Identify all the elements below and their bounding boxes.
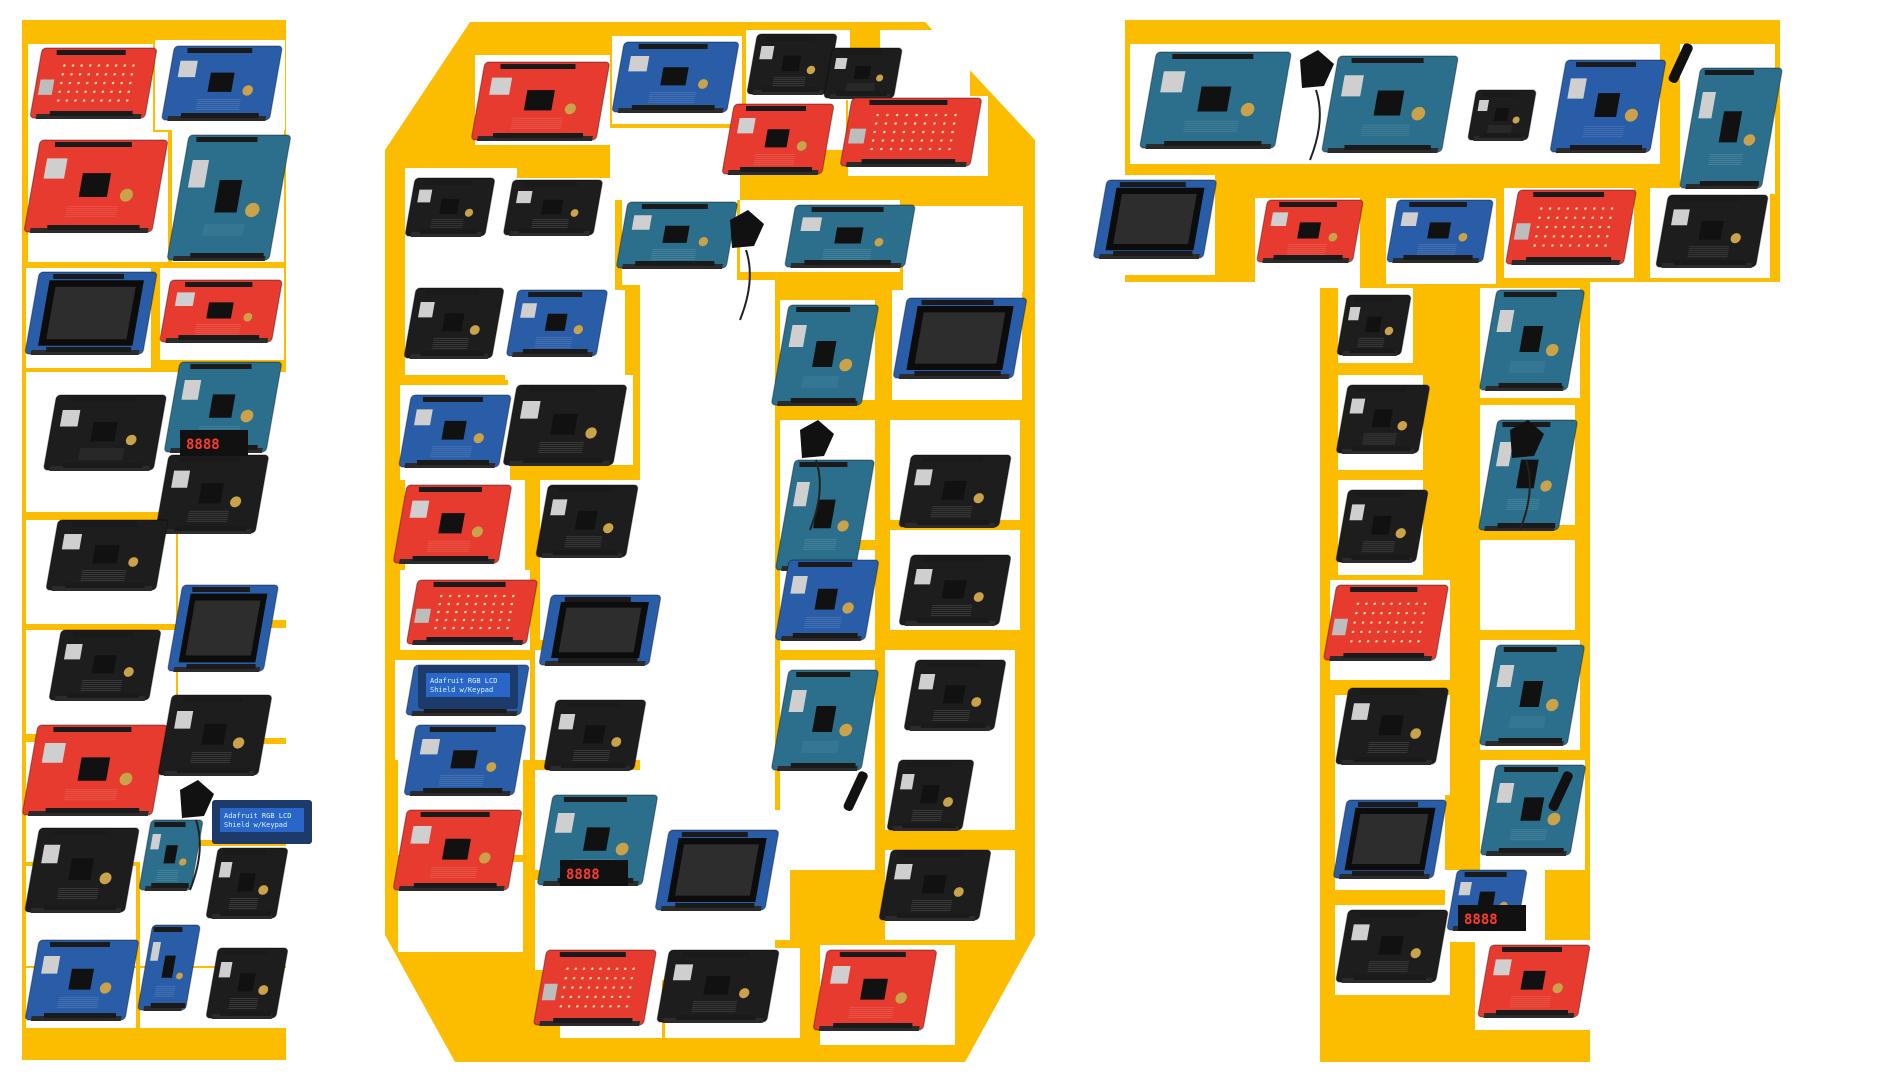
board-red bbox=[471, 61, 610, 141]
board-lcd bbox=[892, 297, 1028, 379]
board-black bbox=[1335, 687, 1449, 765]
board-proto-red bbox=[29, 47, 158, 119]
seven-segment-readout: 8888 bbox=[1464, 912, 1498, 928]
board-black bbox=[404, 177, 496, 237]
board-teal bbox=[771, 304, 879, 406]
board-black bbox=[1336, 384, 1430, 454]
board-blue bbox=[403, 724, 527, 796]
board-black bbox=[898, 554, 1012, 626]
board-blue bbox=[1386, 199, 1494, 263]
gsm-antenna-icon bbox=[1548, 771, 1573, 811]
board-red bbox=[159, 279, 283, 343]
gps-antenna-icon bbox=[180, 780, 214, 891]
board-proto-red bbox=[1323, 584, 1449, 661]
board-teal bbox=[1479, 644, 1585, 746]
gps-antenna-icon bbox=[1510, 420, 1544, 531]
gps-antenna-icon bbox=[800, 420, 834, 531]
lcd-line-2: Shield w/Keypad bbox=[430, 686, 493, 694]
board-proto-red bbox=[406, 579, 538, 645]
board-black bbox=[1335, 489, 1429, 563]
lcd-line-2: Shield w/Keypad bbox=[224, 821, 287, 829]
board-black bbox=[45, 519, 169, 591]
gsm-antenna-icon bbox=[843, 771, 868, 811]
board-black bbox=[205, 847, 289, 919]
board-lcd bbox=[167, 584, 279, 672]
board-black bbox=[403, 287, 505, 359]
lcd-line-1: Adafruit RGB LCD bbox=[224, 812, 291, 820]
board-teal bbox=[784, 204, 916, 268]
board-blue bbox=[1549, 59, 1667, 153]
board-black bbox=[543, 699, 647, 771]
gps-antenna-icon bbox=[1300, 50, 1334, 161]
seven-segment-shield: 8888 bbox=[1458, 905, 1526, 931]
board-blue bbox=[137, 924, 201, 1011]
board-black bbox=[903, 659, 1007, 731]
board-teal bbox=[1139, 51, 1292, 149]
board-red bbox=[22, 724, 168, 816]
board-black bbox=[503, 179, 603, 236]
board-blue bbox=[774, 559, 880, 641]
board-red bbox=[721, 103, 835, 175]
seven-segment-shield: 8888 bbox=[560, 860, 628, 886]
board-blue bbox=[611, 41, 740, 113]
seven-segment-readout: 8888 bbox=[566, 867, 600, 883]
board-black bbox=[43, 394, 167, 471]
board-black bbox=[886, 759, 975, 831]
lcd-line-1: Adafruit RGB LCD bbox=[430, 677, 497, 685]
board-blue bbox=[506, 289, 608, 357]
board-blue bbox=[161, 45, 283, 121]
board-black bbox=[205, 947, 289, 1019]
board-black bbox=[24, 827, 140, 913]
board-black bbox=[878, 849, 992, 921]
board-proto-red bbox=[840, 97, 982, 167]
board-proto-red bbox=[533, 949, 657, 1026]
seven-segment-readout: 8888 bbox=[186, 437, 220, 453]
board-teal bbox=[616, 201, 738, 269]
seven-segment-shield: 8888 bbox=[180, 430, 248, 456]
board-black bbox=[502, 384, 628, 466]
board-teal bbox=[138, 819, 204, 891]
board-lcd bbox=[1333, 799, 1447, 879]
gsm-antenna-icon bbox=[1668, 43, 1693, 83]
board-black bbox=[898, 454, 1012, 528]
board-black bbox=[1467, 89, 1537, 141]
board-lcd bbox=[1093, 179, 1217, 259]
board-lcd bbox=[654, 829, 780, 911]
board-black bbox=[1655, 194, 1769, 268]
board-black bbox=[656, 949, 780, 1023]
board-black bbox=[1335, 909, 1449, 983]
board-black bbox=[48, 629, 162, 701]
board-red bbox=[23, 139, 169, 233]
board-teal bbox=[1479, 289, 1585, 391]
board-proto-red bbox=[1505, 189, 1637, 265]
board-black bbox=[157, 694, 273, 776]
board-blue bbox=[24, 939, 140, 1021]
board-red bbox=[812, 949, 938, 1031]
board-blue bbox=[398, 394, 512, 468]
board-black bbox=[535, 484, 639, 558]
gps-antenna-icon bbox=[730, 210, 764, 321]
board-red bbox=[393, 484, 512, 564]
board-lcd bbox=[24, 271, 158, 355]
board-red bbox=[1256, 199, 1364, 263]
board-black bbox=[155, 454, 269, 534]
board-black bbox=[1336, 294, 1412, 356]
board-teal bbox=[167, 134, 291, 261]
board-black bbox=[746, 33, 838, 95]
board-teal bbox=[771, 669, 879, 771]
board-lcd bbox=[538, 594, 662, 666]
board-red bbox=[1477, 944, 1591, 1018]
board-red bbox=[392, 809, 523, 891]
board-teal bbox=[1321, 55, 1459, 153]
